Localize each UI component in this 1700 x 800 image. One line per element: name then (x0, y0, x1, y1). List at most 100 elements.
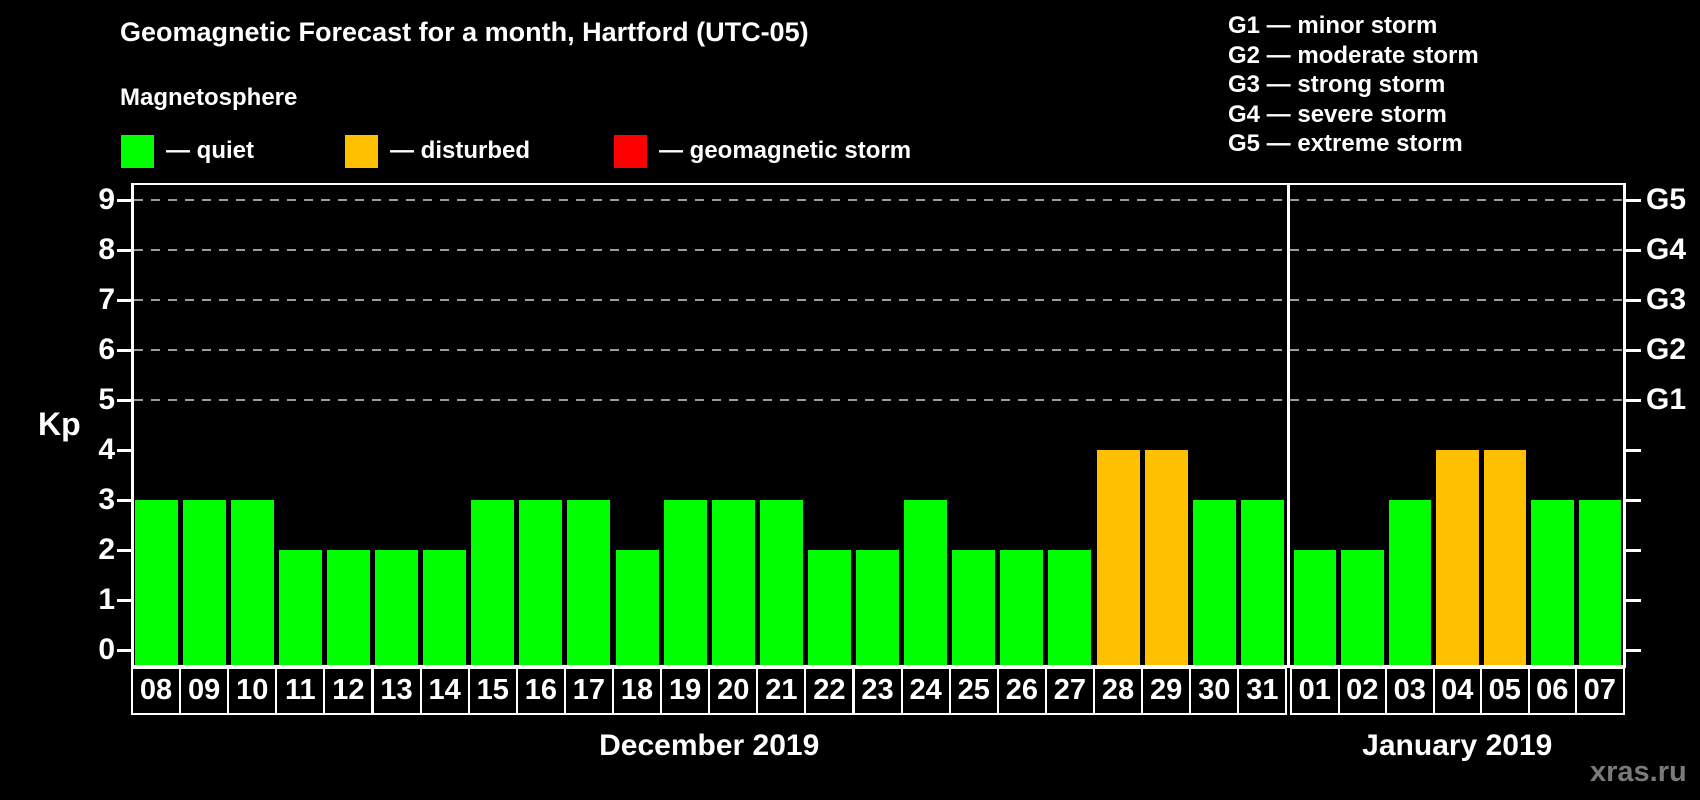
bar-december-28 (1096, 450, 1140, 665)
tick-left-kp8 (117, 249, 132, 252)
x-axis-line (131, 665, 1626, 668)
right-axis-label-g2: G2 (1646, 333, 1687, 366)
month-label-january: January 2019 (1362, 729, 1553, 762)
tick-right-kp1 (1626, 599, 1641, 602)
y-tick-label-2: 2 (98, 533, 115, 566)
bar-january-01 (1293, 550, 1336, 665)
storm-scale-g1: G1 — minor storm (1228, 12, 1438, 39)
day-label-december-17: 17 (563, 667, 614, 715)
plot-border-right (1623, 183, 1626, 668)
bar-january-04 (1436, 450, 1479, 665)
day-label-january-07: 07 (1575, 667, 1625, 715)
bar-january-05 (1483, 450, 1526, 665)
day-label-december-12: 12 (323, 667, 374, 715)
legend-item-storm: — geomagnetic storm (614, 134, 911, 168)
tick-left-kp3 (117, 499, 132, 502)
storm-scale-g3: G3 — strong storm (1228, 71, 1446, 98)
day-label-december-21: 21 (756, 667, 807, 715)
bar-january-07 (1578, 500, 1621, 665)
chart-title: Geomagnetic Forecast for a month, Hartfo… (120, 17, 809, 47)
day-label-december-27: 27 (1044, 667, 1095, 715)
storm-scale-g4: G4 — severe storm (1228, 100, 1447, 128)
y-tick-label-0: 0 (98, 633, 115, 666)
bar-december-24 (904, 500, 948, 665)
tick-left-kp5 (117, 399, 132, 402)
tick-left-kp0 (117, 649, 132, 652)
legend-label-quiet: — quiet (166, 137, 254, 164)
day-label-december-14: 14 (419, 667, 470, 715)
gridline-kp9 (134, 199, 1623, 201)
bar-december-30 (1192, 500, 1236, 665)
y-tick-label-9: 9 (98, 183, 115, 216)
tick-right-kp4 (1626, 449, 1641, 452)
bar-december-10 (230, 500, 274, 665)
y-tick-label-8: 8 (98, 233, 115, 266)
day-label-january-02: 02 (1337, 667, 1387, 715)
day-label-december-31: 31 (1237, 667, 1288, 715)
bar-december-20 (711, 500, 755, 665)
bar-december-23 (856, 550, 900, 665)
bar-january-03 (1388, 500, 1431, 665)
y-tick-label-6: 6 (98, 333, 115, 366)
day-label-december-20: 20 (708, 667, 759, 715)
gridline-kp7 (134, 299, 1623, 301)
y-tick-label-1: 1 (98, 583, 115, 616)
tick-left-kp6 (117, 349, 132, 352)
day-label-december-22: 22 (804, 667, 855, 715)
day-label-december-11: 11 (275, 667, 326, 715)
bar-december-13 (375, 550, 419, 665)
day-label-december-30: 30 (1189, 667, 1240, 715)
tick-left-kp7 (117, 299, 132, 302)
tick-right-kp6 (1626, 349, 1641, 352)
bar-december-21 (759, 500, 803, 665)
bar-december-12 (326, 550, 370, 665)
bar-december-22 (807, 550, 851, 665)
magnetosphere-label: Magnetosphere (120, 84, 298, 111)
bar-december-09 (182, 500, 226, 665)
tick-right-kp9 (1626, 199, 1641, 202)
day-label-december-13: 13 (371, 667, 422, 715)
gridline-kp8 (134, 249, 1623, 251)
tick-left-kp4 (117, 449, 132, 452)
day-label-january-04: 04 (1432, 667, 1482, 715)
day-label-december-28: 28 (1093, 667, 1144, 715)
day-label-january-05: 05 (1480, 667, 1530, 715)
bar-december-31 (1240, 500, 1284, 665)
bar-december-14 (423, 550, 467, 665)
plot-border-left (131, 183, 134, 668)
disturbed-color-swatch (345, 134, 378, 168)
day-label-december-26: 26 (996, 667, 1047, 715)
day-label-january-03: 03 (1385, 667, 1435, 715)
day-label-december-23: 23 (852, 667, 903, 715)
day-label-december-24: 24 (900, 667, 951, 715)
legend-label-storm: — geomagnetic storm (659, 137, 912, 164)
gridline-kp6 (134, 349, 1623, 351)
month-separator-line (1287, 185, 1290, 665)
legend-item-quiet: — quiet (121, 134, 254, 168)
right-axis-label-g4: G4 (1646, 233, 1687, 266)
bar-december-27 (1048, 550, 1092, 665)
day-label-december-29: 29 (1141, 667, 1192, 715)
tick-right-kp2 (1626, 549, 1641, 552)
bar-december-25 (952, 550, 996, 665)
tick-right-kp7 (1626, 299, 1641, 302)
bar-december-19 (663, 500, 707, 665)
y-tick-label-3: 3 (98, 483, 115, 516)
bar-december-15 (471, 500, 515, 665)
storm-scale-g5: G5 — extreme storm (1228, 130, 1463, 157)
y-tick-label-5: 5 (98, 383, 115, 416)
day-label-january-01: 01 (1290, 667, 1340, 715)
bar-december-08 (134, 500, 178, 665)
tick-left-kp9 (117, 199, 132, 202)
storm-scale-legend: G1 — minor storm G2 — moderate storm G3 … (1228, 11, 1479, 159)
tick-left-kp2 (117, 549, 132, 552)
storm-scale-g2: G2 — moderate storm (1228, 41, 1479, 69)
bar-december-18 (615, 550, 659, 665)
tick-right-kp0 (1626, 649, 1641, 652)
day-label-january-06: 06 (1527, 667, 1577, 715)
day-label-december-15: 15 (467, 667, 518, 715)
day-label-december-16: 16 (515, 667, 566, 715)
bar-december-11 (278, 550, 322, 665)
tick-right-kp5 (1626, 399, 1641, 402)
